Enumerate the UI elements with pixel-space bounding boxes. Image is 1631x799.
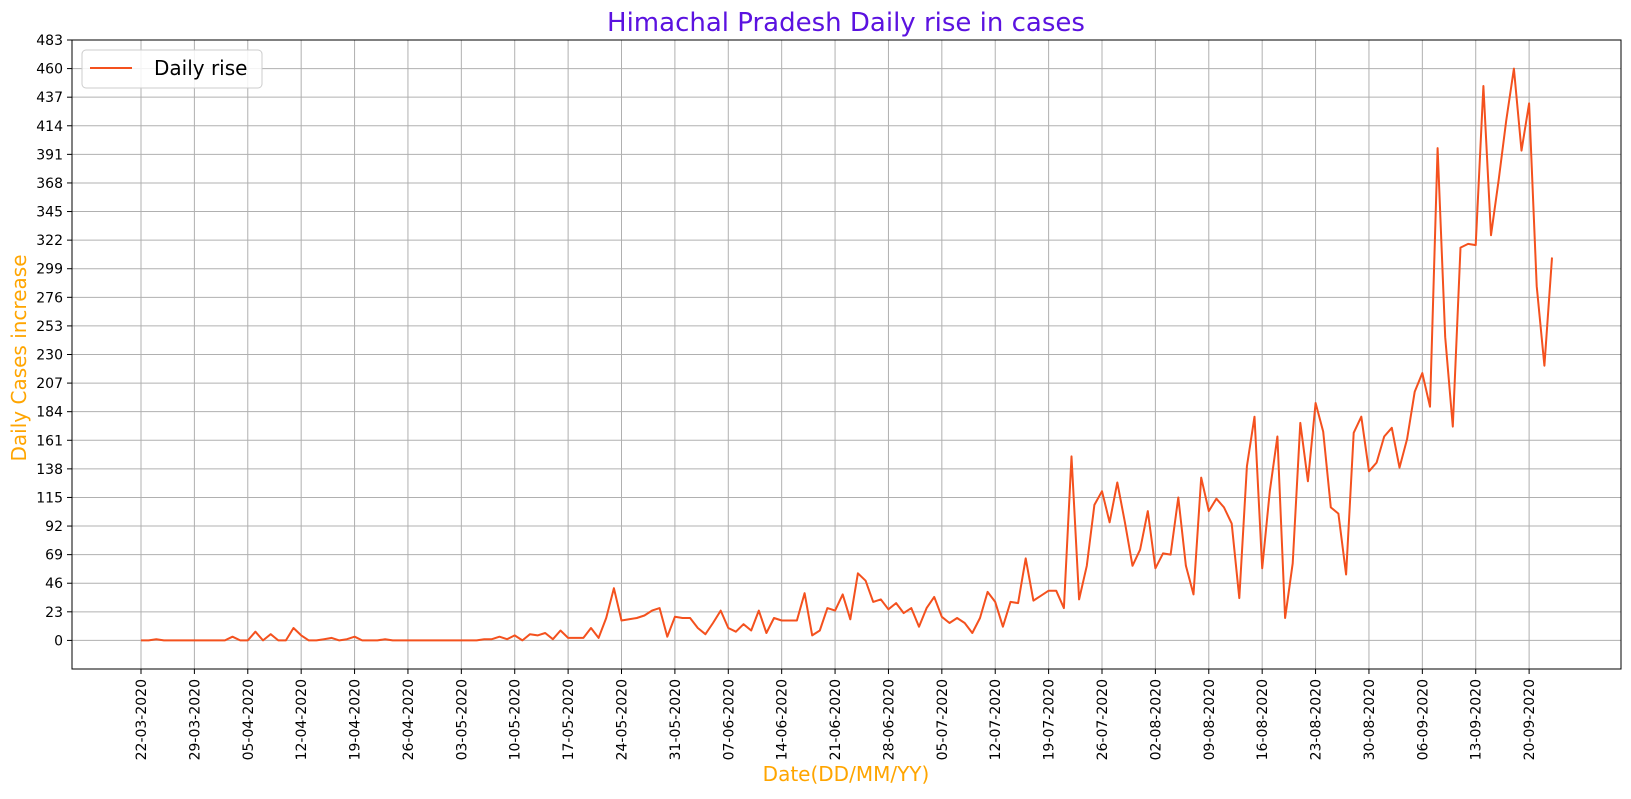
series-line-daily-rise (141, 67, 1553, 642)
x-tick-label: 29-03-2020 (187, 679, 203, 760)
x-tick-label: 13-09-2020 (1469, 679, 1485, 760)
x-tick-label: 24-05-2020 (615, 679, 631, 760)
x-tick-label: 17-05-2020 (561, 679, 577, 760)
x-tick-label: 05-04-2020 (241, 679, 257, 760)
y-tick-label: 46 (45, 576, 63, 592)
series-layer (141, 67, 1553, 642)
y-tick-label: 437 (36, 90, 63, 106)
legend: Daily rise (81, 49, 263, 89)
x-tick-label: 10-05-2020 (508, 679, 524, 760)
y-axis-label: Daily Cases increase (7, 255, 31, 462)
y-tick-label: 253 (36, 319, 63, 335)
x-tick-label: 23-08-2020 (1309, 679, 1325, 760)
x-tick-label: 19-07-2020 (1042, 679, 1058, 760)
x-tick-label: 26-07-2020 (1095, 679, 1111, 760)
x-tick-label: 02-08-2020 (1148, 679, 1164, 760)
y-tick-label: 322 (36, 233, 63, 249)
y-tick-label: 299 (36, 262, 63, 278)
x-tick-label: 07-06-2020 (721, 679, 737, 760)
y-tick-label: 207 (36, 376, 63, 392)
chart-title: Himachal Pradesh Daily rise in cases (607, 8, 1085, 38)
x-tick-label: 05-07-2020 (935, 679, 951, 760)
x-tick-label: 12-04-2020 (294, 679, 310, 760)
y-tick-label: 230 (36, 348, 63, 364)
x-axis-ticks: 22-03-2020 29-03-2020 05-04-2020 12-04-2020… (134, 669, 1538, 760)
y-tick-label: 184 (36, 405, 63, 421)
y-tick-label: 0 (54, 633, 63, 649)
x-tick-label: 03-05-2020 (454, 679, 470, 760)
x-tick-label: 30-08-2020 (1362, 679, 1378, 760)
legend-label: Daily rise (154, 56, 247, 80)
y-tick-label: 23 (45, 605, 63, 621)
legend-box (81, 49, 263, 89)
x-tick-label: 20-09-2020 (1522, 679, 1538, 760)
x-tick-label: 28-06-2020 (881, 679, 897, 760)
x-tick-label: 22-03-2020 (134, 679, 150, 760)
x-axis-label: Date(DD/MM/YY) (763, 762, 930, 786)
y-tick-label: 161 (36, 433, 63, 449)
y-tick-label: 414 (36, 119, 63, 135)
y-tick-label: 460 (36, 62, 63, 78)
y-tick-label: 345 (36, 205, 63, 221)
x-tick-label: 19-04-2020 (348, 679, 364, 760)
x-tick-label: 14-06-2020 (775, 679, 791, 760)
y-tick-label: 92 (45, 519, 63, 535)
x-tick-label: 21-06-2020 (828, 679, 844, 760)
x-tick-label: 12-07-2020 (988, 679, 1004, 760)
y-tick-label: 276 (36, 290, 63, 306)
x-tick-label: 09-08-2020 (1202, 679, 1218, 760)
y-axis-ticks: 0 23 46 69 92 115 138 161 184 207 230 253 276 299 322 3… (36, 33, 72, 649)
x-tick-label: 06-09-2020 (1415, 679, 1431, 760)
grid (72, 39, 1621, 669)
y-tick-label: 483 (36, 33, 63, 49)
y-tick-label: 368 (36, 176, 63, 192)
y-tick-label: 391 (36, 147, 63, 163)
plot-area-frame (71, 39, 1622, 670)
y-tick-label: 138 (36, 462, 63, 478)
x-tick-label: 31-05-2020 (668, 679, 684, 760)
y-tick-label: 69 (45, 548, 63, 564)
y-tick-label: 115 (36, 490, 63, 506)
x-tick-label: 16-08-2020 (1255, 679, 1271, 760)
x-tick-label: 26-04-2020 (401, 679, 417, 760)
